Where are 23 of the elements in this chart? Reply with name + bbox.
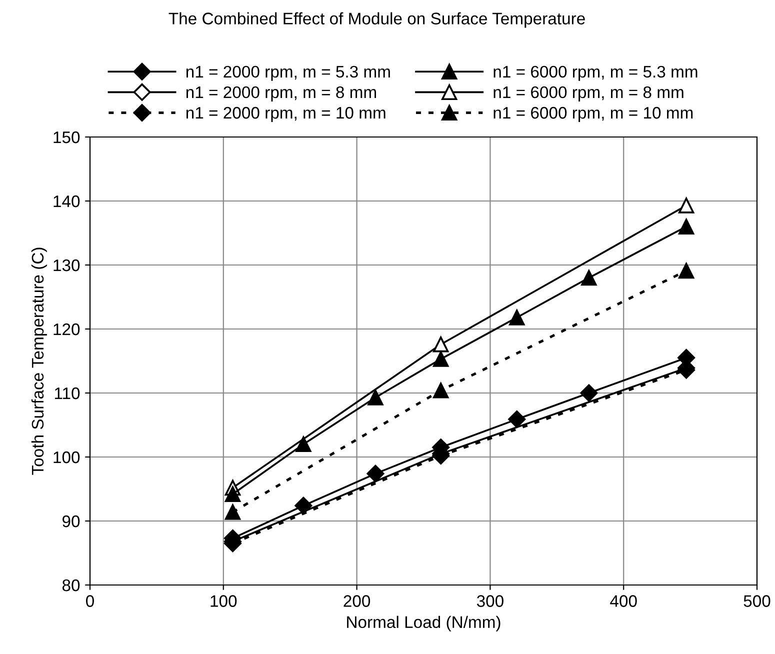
x-tick-label: 400 bbox=[610, 595, 637, 607]
legend-label: n1 = 6000 rpm, m = 10 mm bbox=[494, 106, 693, 122]
y-tick-label: 130 bbox=[54, 259, 80, 272]
y-tick-label: 150 bbox=[54, 131, 80, 144]
y-tick-label: 100 bbox=[54, 451, 80, 464]
legend-label: n1 = 2000 rpm, m = 10 mm bbox=[186, 106, 386, 122]
legend-label: n1 = 6000 rpm, m = 5.3 mm bbox=[494, 66, 698, 81]
legend-label: n1 = 2000 rpm, m = 8 mm bbox=[186, 86, 376, 102]
y-tick-label: 80 bbox=[62, 579, 80, 592]
x-axis-title: Normal Load (N/mm) bbox=[347, 616, 500, 632]
y-axis-title: Tooth Surface Temperature (C) bbox=[31, 248, 47, 475]
legend-label: n1 = 2000 rpm, m = 5.3 mm bbox=[186, 66, 390, 81]
x-tick-label: 0 bbox=[86, 595, 94, 607]
y-tick-label: 110 bbox=[54, 387, 80, 400]
chart-title: The Combined Effect of Module on Surface Temperature bbox=[168, 12, 585, 28]
x-tick-label: 300 bbox=[476, 595, 504, 607]
x-tick-label: 500 bbox=[744, 595, 770, 607]
y-tick-label: 140 bbox=[54, 195, 80, 208]
x-tick-label: 100 bbox=[210, 595, 237, 607]
y-tick-label: 120 bbox=[54, 323, 80, 336]
x-tick-label: 200 bbox=[344, 595, 370, 607]
legend-label: n1 = 6000 rpm, m = 8 mm bbox=[494, 86, 684, 102]
y-tick-label: 90 bbox=[62, 515, 80, 528]
